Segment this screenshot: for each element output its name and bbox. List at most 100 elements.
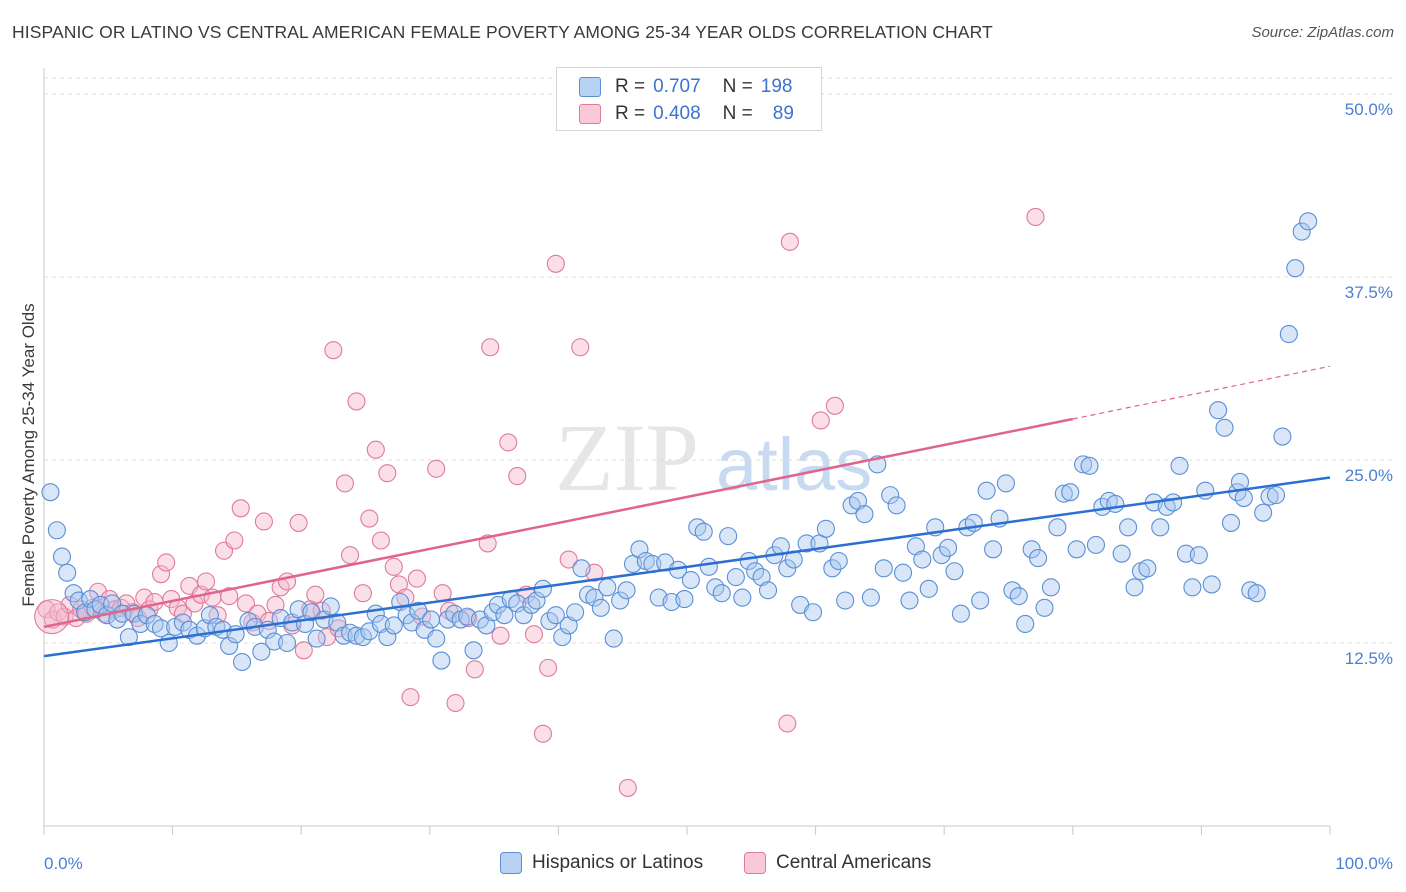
hispanic-point	[495, 606, 514, 625]
hispanic-point	[893, 563, 913, 582]
central-american-point	[366, 440, 385, 459]
hispanic-point	[591, 598, 610, 617]
hispanic-point	[611, 591, 630, 610]
x-tick-label: 100.0%	[1335, 854, 1393, 873]
hispanic-point	[816, 519, 835, 538]
hispanic-point	[508, 594, 527, 613]
hispanic-point	[1230, 472, 1250, 491]
hispanic-point	[823, 559, 842, 578]
central-american-point	[524, 625, 544, 644]
central-american-point	[60, 595, 79, 614]
central-american-point	[324, 341, 343, 360]
hispanic-point	[977, 481, 996, 500]
central-american-point	[427, 459, 446, 478]
central-american-point	[384, 557, 403, 576]
hispanic-point	[1234, 488, 1253, 508]
hispanic-point	[906, 537, 925, 556]
hispanic-point	[1106, 494, 1125, 513]
central-american-point	[389, 575, 408, 594]
hispanic-point	[527, 591, 546, 610]
hispanic-point	[630, 540, 649, 559]
hispanic-point	[733, 588, 752, 607]
central-american-point	[407, 569, 426, 588]
central-american-point	[780, 232, 799, 251]
hispanic-point	[1125, 578, 1144, 597]
central-american-point	[248, 604, 267, 623]
hispanic-point	[1299, 212, 1318, 231]
hispanic-point	[514, 606, 533, 625]
hispanic-point	[1016, 614, 1035, 634]
hispanic-point	[1286, 259, 1305, 278]
hispanic-point	[1170, 456, 1189, 475]
series-legend: Hispanics or Latinos Central Americans	[0, 852, 1406, 878]
central-american-point	[481, 338, 500, 357]
hispanic-point	[951, 604, 970, 623]
hispanic-point	[360, 622, 379, 641]
watermark-zip: ZIP	[555, 404, 699, 511]
central-american-point	[825, 396, 844, 415]
hispanic-point	[52, 547, 72, 566]
hispanic-point	[1054, 484, 1073, 503]
hispanic-point	[1074, 455, 1093, 474]
hispanic-point	[1086, 535, 1105, 554]
source-credit: Source: ZipAtlas.com	[1251, 24, 1394, 41]
series-legend-central-americans[interactable]: Central Americans	[744, 852, 931, 874]
hispanic-point	[984, 540, 1003, 559]
central-american-point	[306, 585, 325, 604]
axes	[43, 68, 1331, 835]
hispanic-point	[836, 591, 855, 610]
legend-swatch-pink	[579, 104, 601, 124]
trend-lines	[43, 365, 1331, 658]
central-american-point	[401, 688, 420, 707]
hispanic-point	[464, 641, 483, 660]
central-american-point	[289, 513, 308, 532]
y-tick-label: 12.5%	[1345, 649, 1393, 668]
central-american-point	[196, 572, 216, 591]
hispanic-point	[566, 603, 585, 622]
central-american-point	[546, 254, 565, 273]
hispanic-point	[328, 613, 347, 632]
legend-r-label: R =	[615, 103, 646, 124]
central-american-point	[618, 778, 637, 797]
hispanic-point	[712, 584, 731, 603]
legend-r-value: 0.408	[653, 103, 701, 124]
hispanic-point	[546, 606, 565, 625]
hispanic-point	[945, 562, 964, 581]
hispanic-point	[758, 581, 778, 600]
x-tick-label: 0.0%	[44, 854, 83, 873]
series-legend-hispanics[interactable]: Hispanics or Latinos	[500, 852, 703, 874]
hispanic-point	[1215, 418, 1234, 437]
central-american-point	[499, 433, 518, 452]
hispanic-point	[47, 521, 66, 540]
central-american-point	[353, 584, 372, 603]
hispanic-point	[307, 629, 326, 648]
hispanic-point	[829, 551, 848, 571]
legend-n-label: N =	[722, 103, 753, 124]
hispanic-point	[694, 522, 713, 541]
hispanic-point	[81, 590, 100, 609]
hispanic-point	[1164, 493, 1183, 512]
hispanic-point	[1292, 222, 1311, 241]
correlation-legend: R = 0.707 N = 198 R = 0.408 N = 89	[556, 67, 822, 131]
hispanic-point	[69, 591, 88, 610]
central-american-point	[294, 641, 313, 660]
central-american-point	[446, 693, 465, 713]
legend-r-label: R =	[615, 76, 646, 97]
hispanic-point	[1112, 544, 1131, 563]
hispanic-point	[559, 616, 578, 635]
hispanic-point	[996, 474, 1015, 493]
central-american-point	[378, 464, 397, 483]
hispanic-point	[278, 633, 297, 653]
hispanic-point	[1221, 513, 1241, 532]
series-legend-label: Central Americans	[776, 852, 932, 873]
central-american-point-cluster	[34, 599, 70, 635]
central-americans-trend-line	[43, 417, 1074, 629]
hispanic-point	[797, 534, 816, 553]
hispanic-point	[919, 579, 938, 598]
hispanic-point	[252, 642, 271, 661]
hispanic-point	[585, 588, 604, 607]
hispanic-point	[151, 619, 171, 638]
hispanic-point	[1254, 503, 1273, 522]
hispanic-point	[1048, 518, 1067, 537]
hispanic-point	[200, 606, 219, 625]
